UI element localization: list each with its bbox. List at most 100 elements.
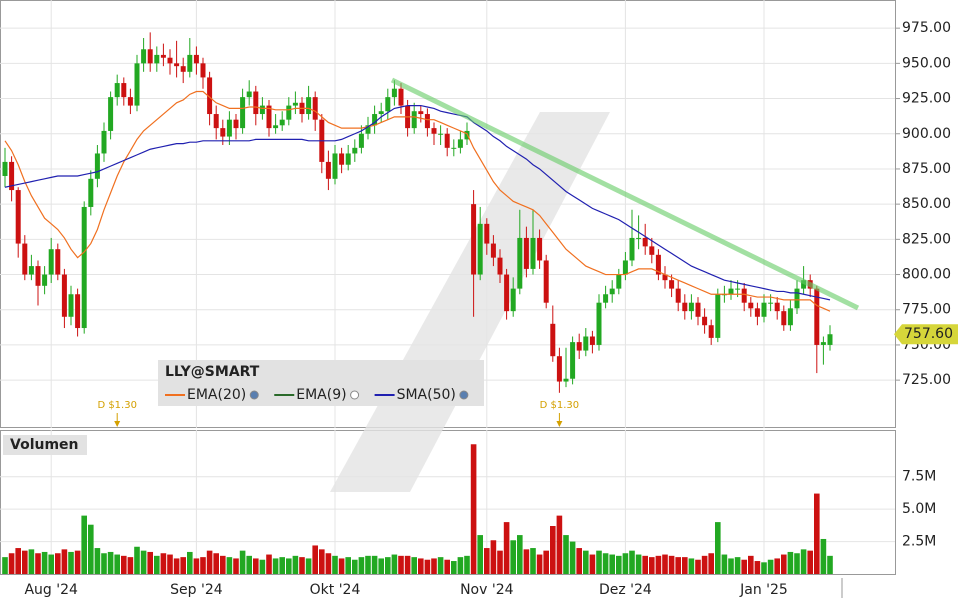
volume-bar: [695, 559, 701, 574]
volume-title: Volumen: [10, 437, 79, 453]
candle-body: [556, 356, 562, 382]
volume-tick-label: 5.0M: [902, 501, 936, 517]
candle-body: [484, 223, 490, 244]
volume-bar: [589, 554, 596, 574]
candle-body: [695, 302, 701, 317]
candle-body: [827, 334, 833, 345]
candle-body: [273, 125, 279, 129]
legend-label: SMA(50): [397, 387, 456, 403]
volume-bar: [682, 557, 688, 574]
candle-body: [517, 237, 523, 289]
legend-toggle: [459, 390, 469, 400]
volume-bar: [319, 549, 325, 574]
candle-body: [94, 153, 100, 179]
candle-body: [352, 147, 358, 154]
candle-body: [662, 274, 668, 281]
volume-bar: [404, 555, 411, 574]
candle-body: [622, 260, 628, 275]
candle-body: [193, 54, 199, 64]
dividend-arrow: [114, 421, 121, 427]
legend-toggle: [249, 390, 259, 400]
volume-bar: [35, 553, 41, 574]
volume-bar: [358, 557, 365, 574]
candle-body: [471, 204, 477, 275]
volume-bar: [154, 555, 160, 574]
candle-body: [490, 243, 496, 258]
candle-body: [787, 308, 793, 326]
y-tick-label: 975.00: [902, 20, 951, 36]
volume-bar: [596, 550, 602, 574]
candle-body: [629, 237, 635, 261]
candle-body: [325, 161, 331, 179]
volume-bar: [305, 558, 312, 574]
candle-body: [108, 97, 114, 131]
candle-body: [530, 237, 536, 269]
volume-bar: [490, 540, 497, 574]
candle-body: [174, 63, 180, 67]
dividend-label: D $1.30: [97, 400, 137, 411]
volume-bar: [88, 524, 94, 574]
legend-label: EMA(9): [296, 387, 346, 403]
volume-bar: [470, 444, 477, 574]
volume-bar: [253, 558, 259, 574]
candle-body: [312, 97, 318, 120]
volume-bar: [286, 558, 292, 574]
candle-body: [801, 280, 807, 289]
volume-panel: [0, 430, 896, 575]
candle-body: [207, 77, 213, 115]
volume-bar: [107, 551, 114, 574]
candle-body: [748, 302, 754, 309]
candle-body: [365, 125, 371, 134]
volume-bar: [536, 554, 543, 574]
volume-bar: [569, 541, 576, 574]
candle-body: [418, 111, 424, 115]
candle-body: [675, 288, 681, 303]
y-tick-label: 850.00: [902, 196, 951, 212]
volume-bar: [55, 553, 61, 574]
volume-bar: [629, 550, 635, 574]
volume-bar: [279, 557, 285, 574]
candle-body: [48, 249, 54, 275]
y-tick-label: 900.00: [902, 126, 951, 142]
volume-bar: [81, 515, 87, 574]
volume-bar: [431, 558, 437, 574]
candle-body: [715, 294, 721, 338]
symbol: LLY@SMART: [165, 364, 260, 380]
volume-bar: [708, 553, 714, 574]
volume-bar: [523, 549, 530, 574]
candle-body: [820, 342, 826, 345]
candle-body: [642, 237, 648, 247]
candle-body: [589, 336, 595, 345]
volume-bar: [312, 545, 318, 574]
x-tick-label: Sep '24: [170, 582, 223, 598]
candle-body: [563, 378, 569, 382]
candle-body: [187, 54, 193, 72]
candle-body: [372, 114, 378, 126]
volume-bar: [193, 558, 200, 574]
volume-bar: [134, 546, 140, 574]
candle-body: [794, 288, 800, 309]
volume-bar: [477, 535, 483, 574]
volume-bar: [781, 554, 787, 574]
marks: [2, 32, 833, 574]
volume-bar: [767, 559, 774, 574]
candle-body: [708, 325, 714, 338]
candle-body: [616, 274, 622, 289]
candle-body: [523, 237, 529, 269]
candle-body: [55, 249, 61, 275]
volume-bar: [497, 550, 503, 574]
candle-body: [543, 260, 549, 303]
y-tick-label: 875.00: [902, 161, 951, 177]
candle-body: [28, 266, 34, 275]
volume-bar: [140, 550, 147, 574]
volume-bar: [827, 555, 833, 574]
candle-body: [603, 294, 609, 303]
candle-body: [688, 302, 694, 312]
legend: LLY@SMART EMA(20) EMA(9) SMA(50): [158, 360, 484, 406]
volume-bar: [701, 555, 708, 574]
candle-body: [636, 237, 642, 239]
candle-body: [114, 83, 120, 98]
volume-bar: [543, 550, 549, 574]
candle-body: [101, 130, 107, 154]
